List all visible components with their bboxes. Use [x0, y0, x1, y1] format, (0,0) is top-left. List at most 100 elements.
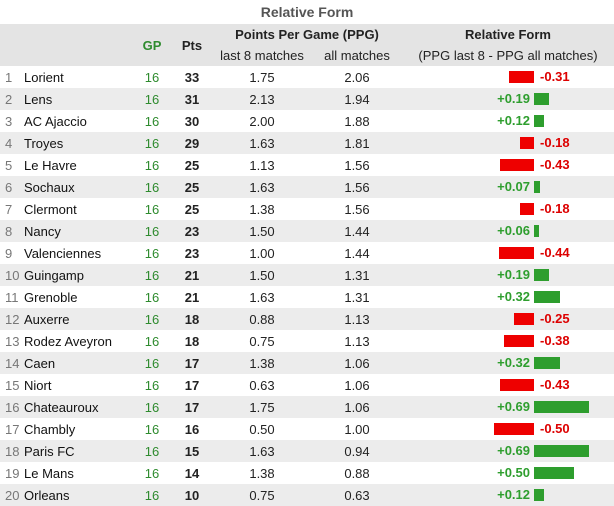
row-rank: 17	[5, 421, 20, 437]
row-team[interactable]: Nancy	[24, 223, 61, 239]
form-value: +0.12	[497, 487, 531, 502]
row-rank: 18	[5, 443, 20, 459]
form-value: -0.50	[540, 421, 570, 436]
row-all: 1.06	[344, 355, 370, 371]
row-rank: 13	[5, 333, 20, 349]
form-bar	[534, 489, 545, 501]
row-team[interactable]: Guingamp	[24, 267, 84, 283]
row-team[interactable]: Clermont	[24, 201, 77, 217]
row-last8: 1.13	[249, 157, 275, 173]
table-row: 20 Orleans 16 10 0.75 0.63 +0.12	[0, 484, 614, 506]
form-value: -0.38	[540, 333, 570, 348]
row-rank: 7	[5, 201, 13, 217]
header-row-sub: last 8 matches all matches (PPG last 8 -…	[0, 45, 614, 66]
row-pts: 17	[184, 355, 200, 371]
row-last8: 1.38	[249, 201, 275, 217]
form-bar	[509, 71, 535, 83]
row-team[interactable]: Niort	[24, 377, 52, 393]
row-team[interactable]: AC Ajaccio	[24, 113, 87, 129]
row-form: -0.50	[402, 418, 614, 440]
row-team[interactable]: Rodez Aveyron	[24, 333, 112, 349]
form-bar	[500, 379, 535, 391]
row-pts: 25	[184, 201, 200, 217]
row-team[interactable]: Paris FC	[24, 443, 75, 459]
table-row: 2 Lens 16 31 2.13 1.94 +0.19	[0, 88, 614, 110]
row-rank: 10	[5, 267, 20, 283]
row-team[interactable]: Le Mans	[24, 465, 74, 481]
page-title: Relative Form	[0, 0, 614, 24]
row-team[interactable]: Lens	[24, 91, 53, 107]
header-ppg-group: Points Per Game (PPG)	[212, 24, 403, 45]
table-row: 13 Rodez Aveyron 16 18 0.75 1.13 -0.38	[0, 330, 614, 352]
row-last8: 1.50	[249, 267, 275, 283]
row-rank: 4	[5, 135, 13, 151]
row-team[interactable]: Troyes	[24, 135, 64, 151]
row-all: 1.31	[344, 267, 370, 283]
table-row: 14 Caen 16 17 1.38 1.06 +0.32	[0, 352, 614, 374]
form-bar	[520, 137, 535, 149]
row-team[interactable]: Chambly	[24, 421, 76, 437]
row-all: 1.44	[344, 223, 370, 239]
row-pts: 23	[184, 223, 200, 239]
row-team[interactable]: Auxerre	[24, 311, 70, 327]
table-row: 10 Guingamp 16 21 1.50 1.31 +0.19	[0, 264, 614, 286]
form-bar	[520, 203, 535, 215]
table-row: 16 Chateauroux 16 17 1.75 1.06 +0.69	[0, 396, 614, 418]
row-team[interactable]: Orleans	[24, 487, 70, 503]
row-rank: 1	[5, 69, 13, 85]
row-all: 1.44	[344, 245, 370, 261]
row-form: +0.32	[402, 352, 614, 374]
row-rank: 3	[5, 113, 13, 129]
relative-form-table: GP Pts Points Per Game (PPG) Relative Fo…	[0, 24, 614, 506]
row-pts: 29	[184, 135, 200, 151]
row-gp: 16	[144, 377, 160, 393]
header-gp[interactable]: GP	[132, 24, 172, 66]
row-pts: 25	[184, 179, 200, 195]
row-last8: 0.75	[249, 487, 275, 503]
row-team[interactable]: Valenciennes	[24, 245, 102, 261]
row-team[interactable]: Caen	[24, 355, 56, 371]
row-gp: 16	[144, 91, 160, 107]
row-team[interactable]: Le Havre	[24, 157, 77, 173]
form-value: -0.43	[540, 377, 570, 392]
table-row: 19 Le Mans 16 14 1.38 0.88 +0.50	[0, 462, 614, 484]
form-bar	[534, 445, 590, 457]
row-team[interactable]: Grenoble	[24, 289, 78, 305]
row-rank: 14	[5, 355, 20, 371]
form-bar	[494, 423, 535, 435]
form-value: -0.18	[540, 201, 570, 216]
row-form: -0.44	[402, 242, 614, 264]
row-gp: 16	[144, 465, 160, 481]
header-all[interactable]: all matches	[312, 45, 403, 66]
row-team[interactable]: Sochaux	[24, 179, 75, 195]
row-all: 1.56	[344, 157, 370, 173]
row-gp: 16	[144, 289, 160, 305]
header-form-sub[interactable]: (PPG last 8 - PPG all matches)	[402, 45, 614, 66]
form-value: +0.12	[497, 113, 531, 128]
row-pts: 18	[184, 333, 200, 349]
row-team[interactable]: Lorient	[24, 69, 64, 85]
form-value: +0.69	[497, 443, 531, 458]
row-form: +0.12	[402, 110, 614, 132]
form-value: -0.44	[540, 245, 570, 260]
header-last8[interactable]: last 8 matches	[212, 45, 312, 66]
table-row: 4 Troyes 16 29 1.63 1.81 -0.18	[0, 132, 614, 154]
form-bar	[534, 357, 561, 369]
form-bar	[514, 313, 535, 325]
form-bar	[534, 93, 550, 105]
row-last8: 1.50	[249, 223, 275, 239]
row-form: +0.32	[402, 286, 614, 308]
row-rank: 19	[5, 465, 20, 481]
form-value: +0.69	[497, 399, 531, 414]
row-pts: 17	[184, 399, 200, 415]
row-rank: 2	[5, 91, 13, 107]
row-gp: 16	[144, 421, 160, 437]
row-pts: 25	[184, 157, 200, 173]
row-team[interactable]: Chateauroux	[24, 399, 99, 415]
row-all: 1.13	[344, 311, 370, 327]
row-form: +0.19	[402, 264, 614, 286]
table-row: 11 Grenoble 16 21 1.63 1.31 +0.32	[0, 286, 614, 308]
row-pts: 16	[184, 421, 200, 437]
row-rank: 12	[5, 311, 20, 327]
header-pts[interactable]: Pts	[172, 24, 212, 66]
